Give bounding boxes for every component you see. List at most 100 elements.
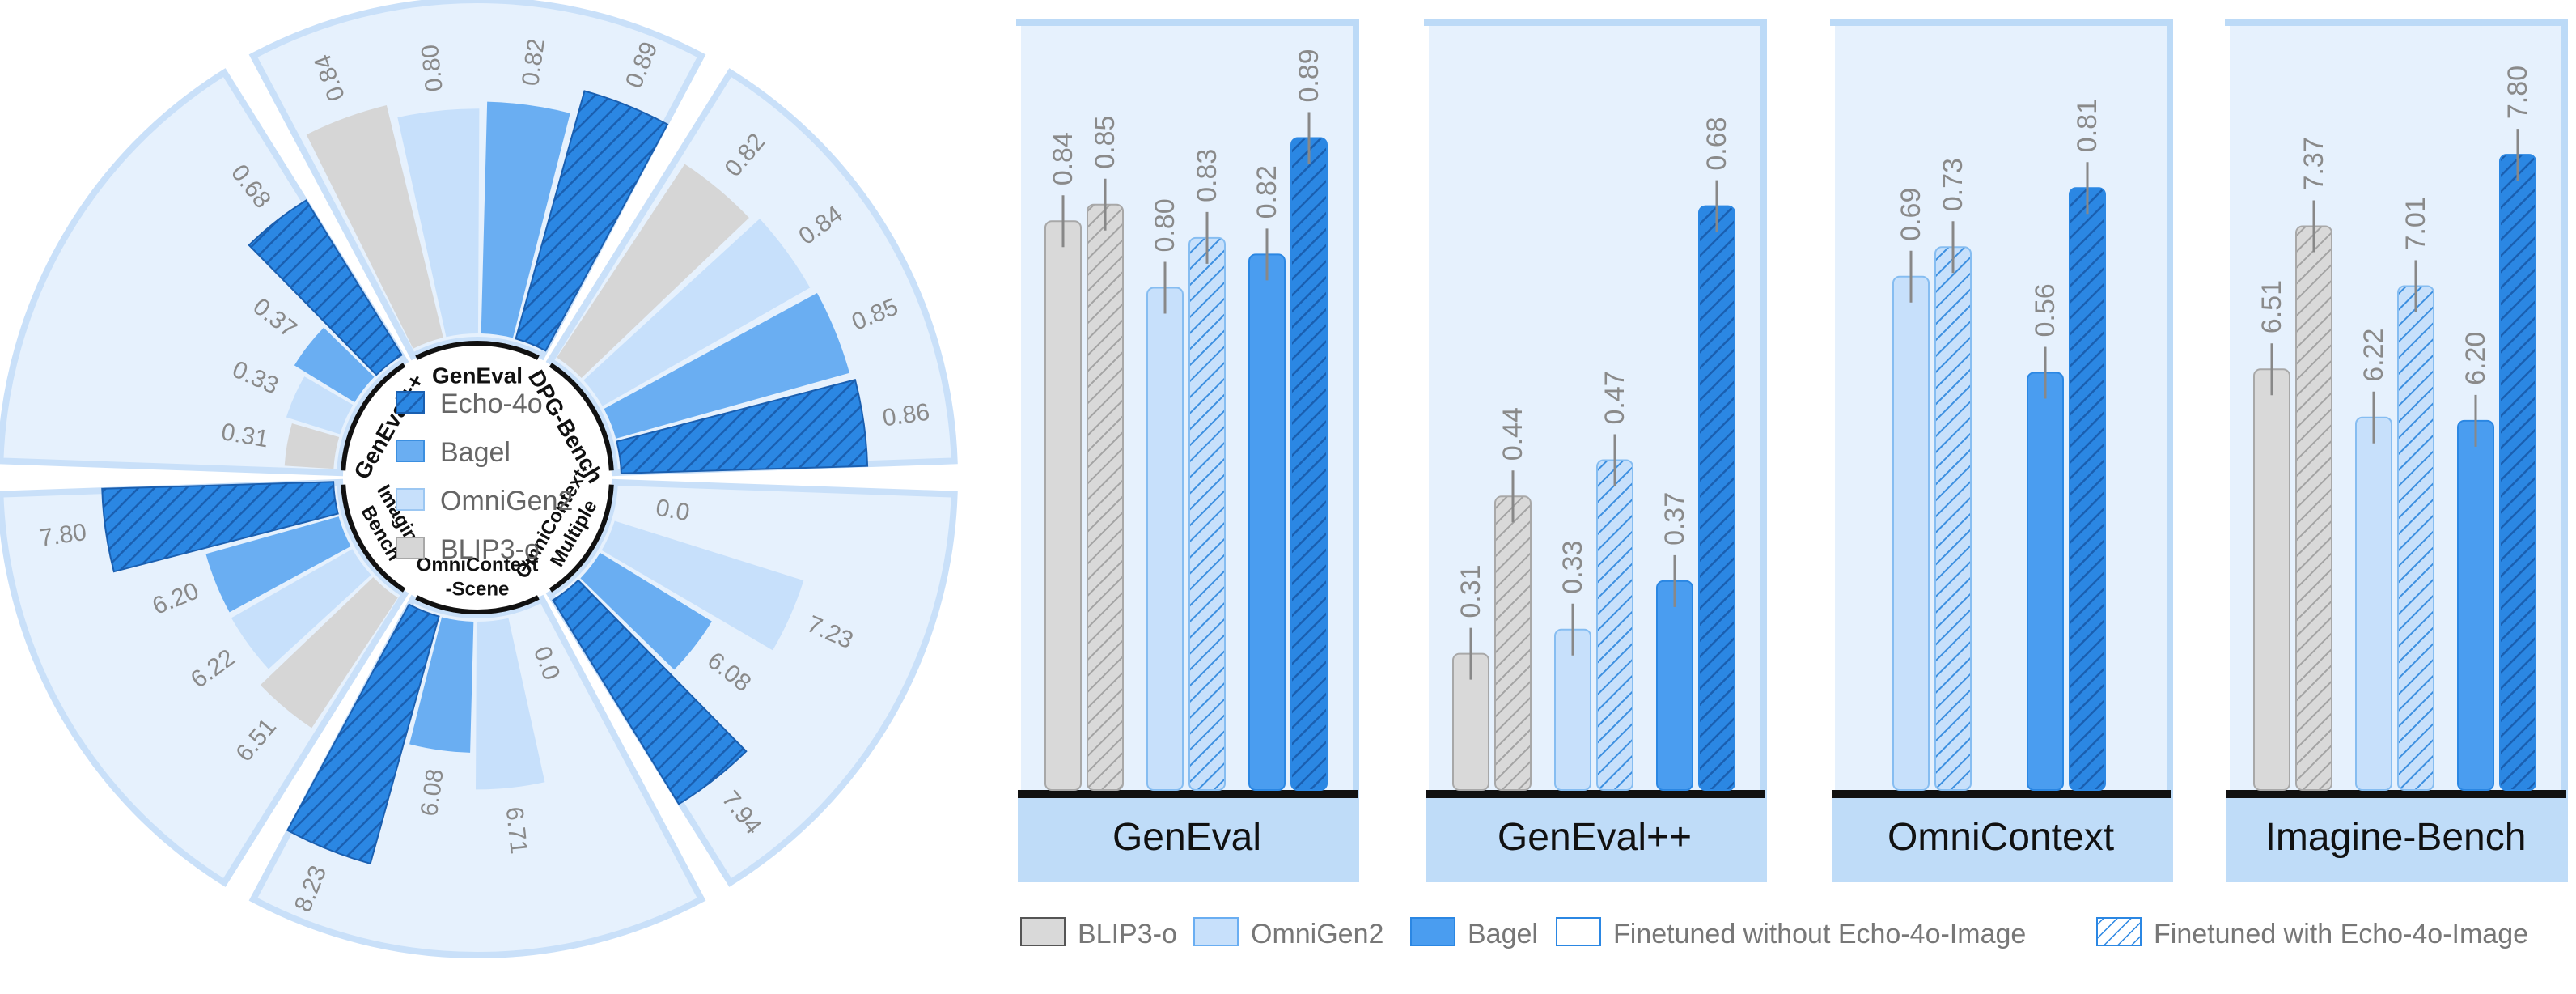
panel-baseline [1832, 790, 2171, 798]
radial-value-label: 7.80 [38, 519, 88, 552]
bar-value-label: 0.73 [1938, 158, 1968, 211]
bar-panel: OmniContext 0.69 0.73 0.56 0.81 [1830, 19, 2173, 882]
panel-header [1018, 793, 1359, 882]
panel-header [1832, 793, 2173, 882]
bar-value-label: 0.31 [1455, 564, 1486, 618]
radial-value-label: 0.0 [654, 495, 692, 527]
bar-panel: GenEval++ 0.31 0.44 0.33 0.47 0.37 0.68 [1424, 19, 1767, 882]
bar-legend-item-without: Finetuned without Echo-4o-Image [1556, 917, 2026, 949]
radial-value-label: 0.82 [517, 37, 550, 87]
legend-label: Echo-4o [440, 389, 543, 419]
bar-panel: Imagine-Bench 6.51 7.37 6.22 7.01 6.20 7.80 [2225, 19, 2568, 882]
bar-value-label: 0.47 [1599, 371, 1630, 424]
radial-group-arc [549, 363, 614, 471]
legend-label: BLIP3-o [1078, 919, 1177, 949]
bar-value-label: 7.01 [2400, 197, 2431, 250]
radial-wedge-bg [545, 478, 958, 887]
radial-group-label: GenEval [432, 363, 523, 388]
bar [1087, 203, 1124, 791]
panel-title: GenEval++ [1498, 816, 1692, 859]
bar-value-label: 6.22 [2358, 329, 2389, 382]
legend-label: OmniGen2 [440, 486, 573, 516]
radial-bar [409, 617, 474, 753]
bar [2295, 225, 2332, 791]
bar [2069, 187, 2106, 791]
bar [2027, 372, 2064, 791]
panel-top-border [2225, 19, 2566, 26]
radial-bar [515, 90, 669, 352]
panel-title: OmniContext [1888, 816, 2114, 859]
radial-legend-item-bagel: Bagel [396, 437, 511, 468]
bar [1698, 205, 1735, 792]
legend-label: OmniGen2 [1251, 919, 1383, 949]
panel-top-border [1830, 19, 2171, 26]
panel-title: GenEval [1112, 816, 1261, 859]
bar-value-label: 0.33 [1557, 541, 1588, 594]
bar-value-label: 7.37 [2298, 137, 2329, 190]
bar [1248, 253, 1286, 791]
bar [1044, 220, 1082, 791]
legend-label: Finetuned without Echo-4o-Image [1613, 919, 2026, 949]
legend-swatch-with [2096, 917, 2142, 946]
legend-swatch-blip [396, 537, 425, 559]
radial-group-label: -Scene [446, 578, 510, 600]
bar-value-label: 0.37 [1659, 492, 1690, 546]
radial-bar [294, 327, 375, 402]
legend-swatch-blip [1020, 917, 1066, 946]
radial-bar [552, 579, 748, 805]
bar-legend-item-blip: BLIP3-o [1020, 917, 1177, 949]
bar-value-label: 0.68 [1701, 117, 1732, 170]
radial-bar [580, 553, 712, 670]
radial-bar [601, 520, 804, 651]
radial-bar [284, 423, 340, 469]
radial-group-arc [549, 484, 614, 593]
bar [1934, 246, 1972, 791]
radial-bar [248, 199, 403, 376]
bar-legend-item-bagel: Bagel [1410, 917, 1538, 949]
bar-value-label: 0.84 [1048, 132, 1078, 185]
bar [1494, 495, 1532, 791]
panel-background [1835, 24, 2167, 793]
legend-swatch-bagel [1410, 917, 1455, 946]
legend-swatch-omnigen [396, 488, 425, 511]
legend-swatch-bagel [396, 440, 425, 462]
bar-value-label: 0.69 [1896, 188, 1926, 241]
bar-value-label: 6.51 [2256, 280, 2287, 333]
panel-title: Imagine-Bench [2265, 816, 2527, 859]
bar-value-label: 7.80 [2502, 66, 2533, 119]
panel-top-border [1424, 19, 1765, 26]
legend-label: Bagel [440, 437, 511, 468]
bar [1146, 287, 1184, 791]
radial-group-arc [415, 341, 540, 360]
radial-bar [286, 376, 354, 435]
radial-value-label: 0.80 [417, 43, 448, 93]
legend-label: BLIP3-o [440, 534, 540, 565]
bar-value-label: 0.89 [1294, 49, 1324, 102]
panel-header [1426, 793, 1767, 882]
bar-value-label: 0.56 [2030, 283, 2061, 337]
bar [2355, 416, 2392, 791]
bar-legend: BLIP3-o OmniGen2 Bagel Finetuned without… [1020, 917, 2528, 949]
radial-group-arc [415, 595, 540, 614]
radial-bar [286, 603, 440, 865]
radial-group-label: OmniContext [417, 554, 539, 576]
bar-value-label: 0.44 [1498, 407, 1528, 461]
bar-legend-item-with: Finetuned with Echo-4o-Image [2096, 917, 2528, 949]
bar [2397, 285, 2434, 791]
radial-bar [101, 481, 339, 573]
radial-group-arc [341, 484, 406, 593]
panel-header [2226, 793, 2568, 882]
panel-side-border [1353, 19, 1359, 793]
bar [2457, 419, 2494, 792]
bar [1596, 459, 1633, 791]
radial-value-label: 6.08 [416, 767, 449, 818]
radial-group-arc [341, 363, 406, 471]
radial-bar [583, 219, 811, 406]
legend-swatch-echo [396, 391, 425, 414]
bar [1290, 137, 1328, 792]
bar-panels: GenEval 0.84 0.85 0.80 0.83 0.82 0.89 GenEval++… [1016, 19, 2568, 882]
bar-legend-item-omnigen: OmniGen2 [1193, 917, 1383, 949]
